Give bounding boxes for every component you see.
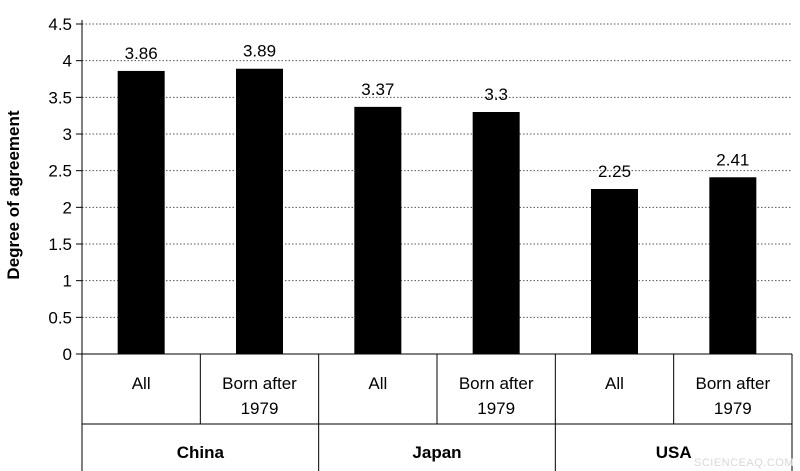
labels: 0 0.5 1 1.5 2 2.5 3 3.5 4 4.5 3.86 All 3.89 Born afte… bbox=[48, 15, 770, 462]
bar bbox=[472, 112, 520, 354]
y-tick-label: 4.5 bbox=[48, 15, 72, 34]
category-label: 1979 bbox=[477, 399, 515, 418]
y-tick-label: 3 bbox=[63, 125, 72, 144]
watermark: SCIENCEAQ.COM bbox=[694, 457, 794, 469]
y-tick-label: 3.5 bbox=[48, 88, 72, 107]
y-tick-label: 0 bbox=[63, 345, 72, 364]
category-label: Born after bbox=[222, 374, 297, 393]
category-label: Born after bbox=[459, 374, 534, 393]
bar bbox=[117, 70, 165, 354]
bar bbox=[236, 68, 283, 354]
bar bbox=[591, 189, 638, 354]
y-tick-label: 2.5 bbox=[48, 162, 72, 181]
category-label: All bbox=[605, 374, 624, 393]
group-label: China bbox=[177, 443, 225, 462]
bar bbox=[354, 106, 402, 354]
y-tick-label: 2 bbox=[63, 198, 72, 217]
data-label: 3.3 bbox=[484, 85, 508, 104]
data-label: 2.41 bbox=[716, 150, 749, 169]
group-label: USA bbox=[656, 443, 692, 462]
data-label: 2.25 bbox=[598, 162, 631, 181]
category-label: 1979 bbox=[241, 399, 279, 418]
category-label: All bbox=[368, 374, 387, 393]
data-label: 3.86 bbox=[125, 44, 158, 63]
category-label: Born after bbox=[696, 374, 771, 393]
y-tick-label: 1.5 bbox=[48, 235, 72, 254]
y-axis-label: Degree of agreement bbox=[4, 110, 23, 279]
y-tick-label: 4 bbox=[63, 52, 72, 71]
category-label: 1979 bbox=[714, 399, 752, 418]
bars bbox=[117, 68, 757, 354]
bar bbox=[709, 177, 757, 354]
group-label: Japan bbox=[412, 443, 461, 462]
data-label: 3.89 bbox=[243, 42, 276, 61]
axes bbox=[76, 20, 793, 471]
data-label: 3.37 bbox=[361, 80, 394, 99]
y-tick-label: 1 bbox=[63, 272, 72, 291]
y-tick-label: 0.5 bbox=[48, 308, 72, 327]
gridlines bbox=[82, 23, 792, 318]
category-label: All bbox=[132, 374, 151, 393]
